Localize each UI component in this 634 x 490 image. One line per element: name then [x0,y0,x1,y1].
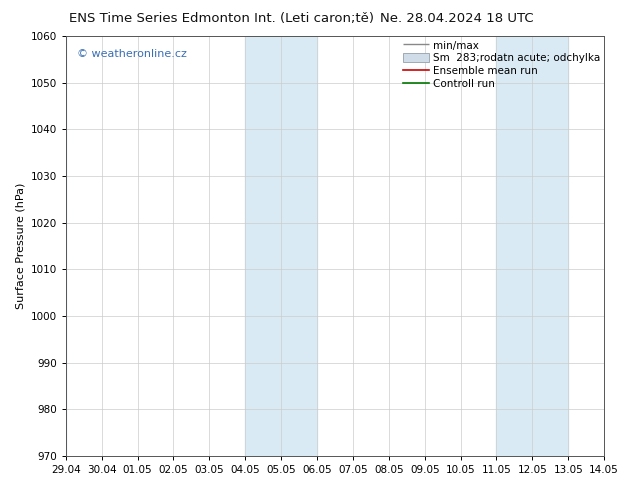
Bar [55,36,66,456]
Text: ENS Time Series Edmonton Int. (Leti caron;tě): ENS Time Series Edmonton Int. (Leti caro… [69,12,375,25]
Bar [245,36,317,456]
Text: © weatheronline.cz: © weatheronline.cz [77,49,186,59]
Bar [496,36,568,456]
Text: Ne. 28.04.2024 18 UTC: Ne. 28.04.2024 18 UTC [380,12,533,25]
Legend: min/max, Sm  283;rodatn acute; odchylka, Ensemble mean run, Controll run: min/max, Sm 283;rodatn acute; odchylka, … [401,38,602,91]
Y-axis label: Surface Pressure (hPa): Surface Pressure (hPa) [15,183,25,309]
